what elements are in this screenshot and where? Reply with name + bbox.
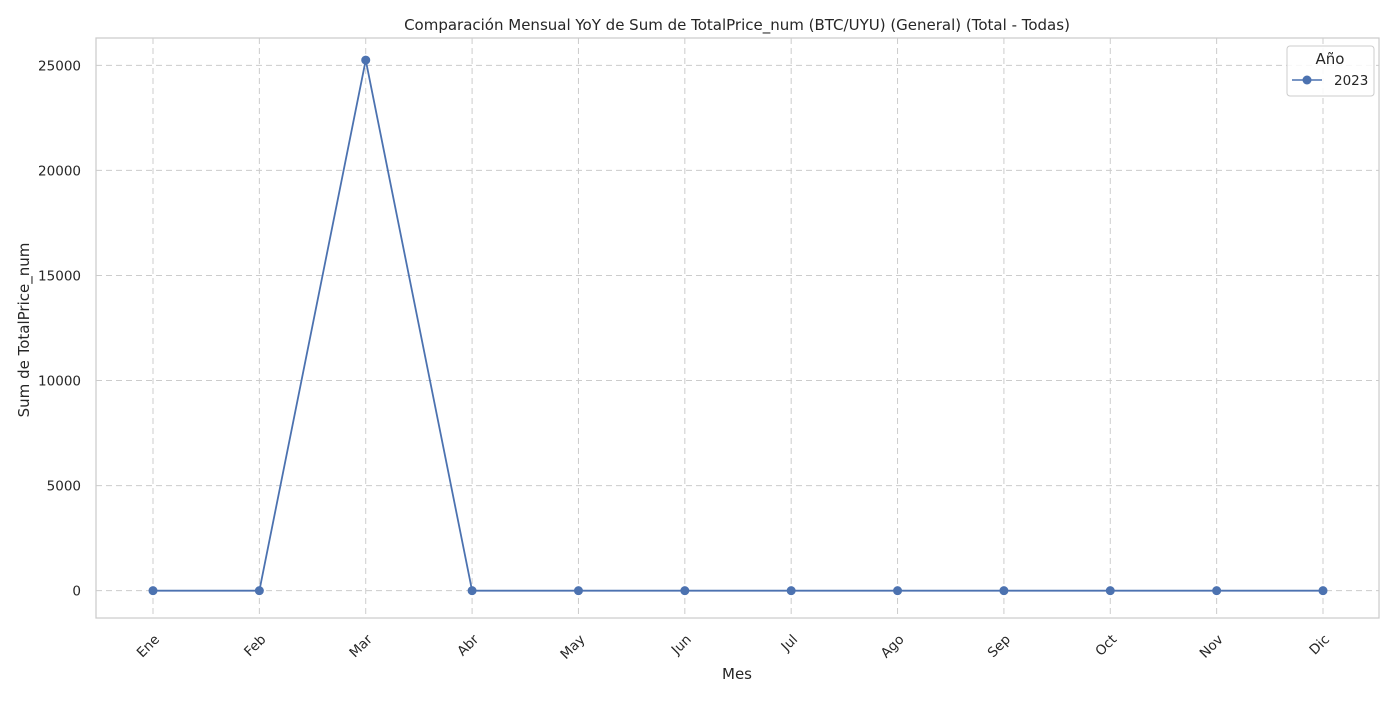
- data-point: [1105, 586, 1115, 596]
- x-tick-label: Ago: [878, 632, 908, 662]
- data-point: [680, 586, 690, 596]
- data-point: [1212, 586, 1222, 596]
- y-tick-label: 0: [72, 584, 81, 600]
- plot-area-frame: [95, 37, 1380, 619]
- x-tick-label: Oct: [1092, 632, 1120, 660]
- x-tick-label: Sep: [985, 632, 1014, 661]
- x-tick-label: Ene: [134, 632, 163, 661]
- legend: Año 2023: [1286, 45, 1375, 97]
- legend-entry-2023: 2023: [1334, 73, 1368, 89]
- x-tick-label: Abr: [454, 631, 482, 659]
- x-tick-label: Mar: [346, 631, 376, 661]
- data-point: [361, 55, 371, 65]
- x-tick-labels: Ene Feb Mar Abr May Jun Jul Ago Sep Oct Nov Dic: [134, 631, 1333, 662]
- y-axis-label: Sum de TotalPrice_num: [15, 243, 34, 418]
- data-point: [999, 586, 1009, 596]
- y-tick-label: 20000: [38, 163, 81, 179]
- data-point: [467, 586, 477, 596]
- x-tick-label: Jul: [778, 632, 802, 656]
- grid-lines: [96, 38, 1379, 618]
- data-point: [1318, 586, 1328, 596]
- x-axis-label: Mes: [722, 665, 752, 683]
- legend-title: Año: [1316, 50, 1345, 68]
- y-tick-label: 15000: [38, 268, 81, 284]
- data-point: [148, 586, 158, 596]
- series-layer: [148, 55, 1328, 596]
- data-point: [254, 586, 264, 596]
- x-tick-label: May: [557, 632, 588, 663]
- y-tick-label: 10000: [38, 374, 81, 390]
- x-tick-label: Dic: [1306, 632, 1333, 659]
- y-tick-labels: 0 5000 10000 15000 20000 25000: [38, 58, 81, 599]
- y-tick-label: 5000: [47, 479, 81, 495]
- data-point: [786, 586, 796, 596]
- chart-title: Comparación Mensual YoY de Sum de TotalP…: [404, 16, 1070, 35]
- x-tick-label: Feb: [241, 632, 269, 660]
- data-point: [573, 586, 583, 596]
- data-point: [893, 586, 903, 596]
- x-tick-label: Nov: [1197, 632, 1227, 662]
- series-line-2023: [153, 59, 1323, 592]
- y-tick-label: 25000: [38, 58, 81, 74]
- x-tick-label: Jun: [668, 632, 695, 659]
- legend-swatch-marker: [1302, 75, 1312, 85]
